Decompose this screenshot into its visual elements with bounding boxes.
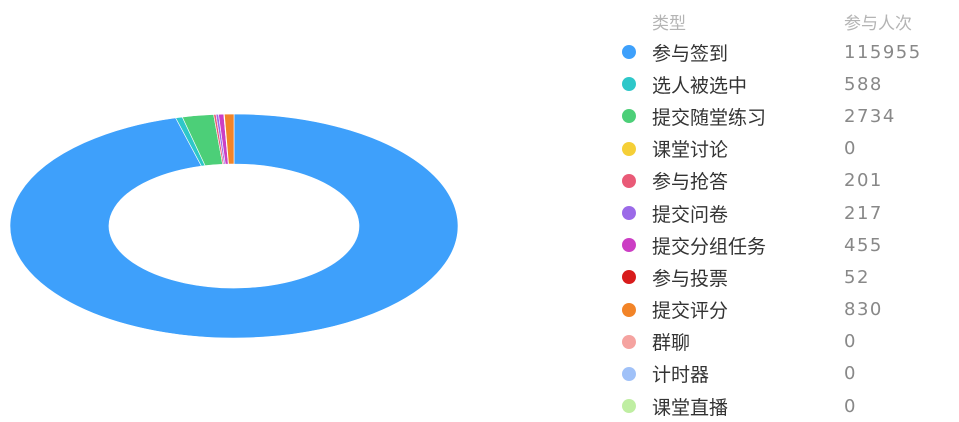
legend-color-dot bbox=[622, 45, 636, 60]
legend-color-dot bbox=[622, 366, 636, 381]
legend-item-count: 2734 bbox=[844, 105, 896, 127]
legend-item-count: 588 bbox=[844, 73, 883, 95]
legend-color-dot bbox=[622, 206, 636, 221]
legend-item-label: 选人被选中 bbox=[652, 74, 748, 97]
legend-color-dot bbox=[622, 302, 636, 317]
legend-color-dot bbox=[622, 141, 636, 156]
legend-item-label: 参与签到 bbox=[652, 42, 729, 65]
donut-chart bbox=[9, 113, 459, 339]
legend-color-dot bbox=[622, 109, 636, 124]
legend-item-count: 0 bbox=[844, 363, 857, 385]
type-column-header: 类型 bbox=[652, 13, 686, 34]
legend-item[interactable]: 提交分组任务 455 bbox=[618, 229, 954, 261]
legend-item-label: 参与抢答 bbox=[652, 171, 729, 194]
legend-color-dot bbox=[622, 238, 636, 253]
legend-item-label: 课堂讨论 bbox=[652, 139, 729, 162]
legend-item[interactable]: 提交评分 830 bbox=[618, 294, 954, 326]
legend-item[interactable]: 课堂讨论 0 bbox=[618, 133, 954, 165]
legend-color-dot bbox=[622, 334, 636, 349]
legend-item[interactable]: 群聊 0 bbox=[618, 326, 954, 358]
legend-item[interactable]: 提交问卷 217 bbox=[618, 197, 954, 229]
legend-item-count: 0 bbox=[844, 395, 857, 417]
legend-color-dot bbox=[622, 270, 636, 285]
legend-item[interactable]: 参与投票 52 bbox=[618, 261, 954, 293]
legend-item-label: 提交问卷 bbox=[652, 203, 729, 226]
legend-color-dot bbox=[622, 77, 636, 92]
donut-slice[interactable] bbox=[9, 113, 459, 339]
legend-color-dot bbox=[622, 399, 636, 414]
legend-item-label: 群聊 bbox=[652, 332, 691, 355]
legend-item-count: 830 bbox=[844, 299, 883, 321]
legend-item-label: 参与投票 bbox=[652, 267, 729, 290]
legend-item-label: 计时器 bbox=[652, 364, 710, 387]
legend-item-count: 52 bbox=[844, 266, 870, 288]
legend-item-count: 217 bbox=[844, 202, 883, 224]
legend-item[interactable]: 提交随堂练习 2734 bbox=[618, 100, 954, 132]
legend-item-count: 115955 bbox=[844, 41, 922, 63]
legend-header: 类型 参与人次 bbox=[618, 6, 954, 36]
legend-rows: 参与签到 115955 选人被选中 588 提交随堂练习 2734 课堂讨论 0 参与抢答 201… bbox=[618, 36, 954, 422]
legend: 类型 参与人次 参与签到 115955 选人被选中 588 提交随堂练习 2734 课堂讨论… bbox=[618, 6, 954, 422]
legend-item-label: 课堂直播 bbox=[652, 396, 729, 419]
legend-item-label: 提交分组任务 bbox=[652, 235, 767, 258]
legend-color-dot bbox=[622, 173, 636, 188]
donut-slice[interactable] bbox=[224, 113, 235, 165]
legend-item-count: 455 bbox=[844, 234, 883, 256]
legend-item-label: 提交随堂练习 bbox=[652, 106, 767, 129]
legend-item[interactable]: 计时器 0 bbox=[618, 358, 954, 390]
legend-item-count: 0 bbox=[844, 138, 857, 160]
legend-item-label: 提交评分 bbox=[652, 300, 729, 323]
legend-item[interactable]: 课堂直播 0 bbox=[618, 390, 954, 422]
legend-item[interactable]: 参与抢答 201 bbox=[618, 165, 954, 197]
count-column-header: 参与人次 bbox=[844, 13, 912, 34]
legend-item-count: 0 bbox=[844, 331, 857, 353]
legend-item-count: 201 bbox=[844, 170, 883, 192]
legend-item[interactable]: 参与签到 115955 bbox=[618, 36, 954, 68]
legend-item[interactable]: 选人被选中 588 bbox=[618, 68, 954, 100]
